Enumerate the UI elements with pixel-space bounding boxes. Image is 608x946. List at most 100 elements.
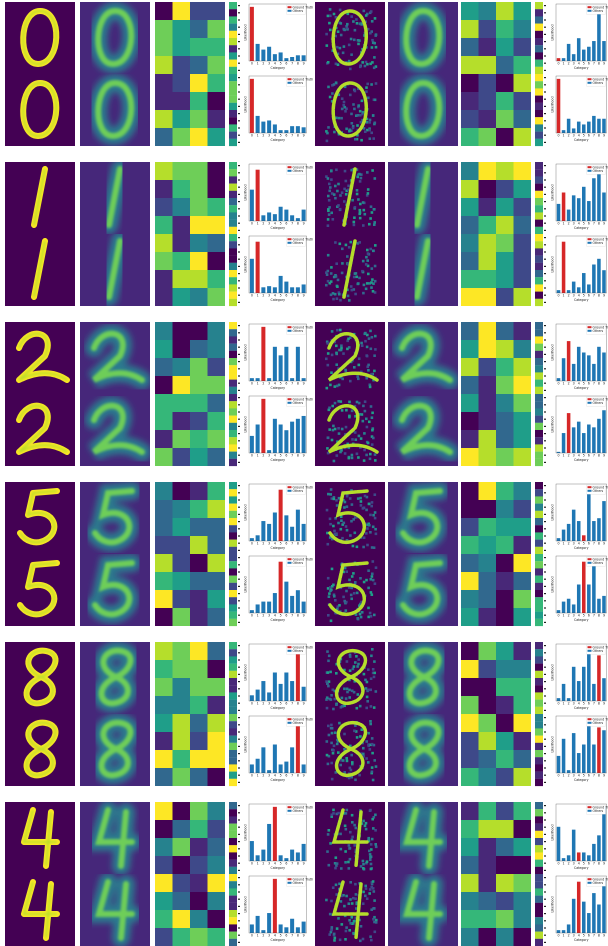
bar [261, 930, 265, 933]
strip-tick [544, 514, 546, 515]
noise-pixel [370, 205, 373, 208]
noise-pixel [328, 22, 331, 25]
x-tick-label: 7 [291, 934, 293, 938]
noise-pixel [341, 705, 344, 708]
x-tick-label: 6 [285, 134, 287, 138]
noise-pixel [351, 199, 354, 202]
grid-cell [173, 572, 191, 590]
noise-pixel [354, 661, 357, 664]
strip-cell [229, 612, 237, 619]
strip-tick [238, 543, 240, 544]
x-tick-label: 8 [598, 934, 600, 938]
grid-cell [190, 910, 208, 928]
feature-grid [155, 802, 225, 874]
x-tick-label: 9 [603, 862, 605, 866]
noise-pixel [367, 607, 370, 610]
noise-pixel [345, 193, 348, 196]
strip-cell [229, 284, 237, 291]
noise-pixel [362, 111, 365, 114]
strip-cell [229, 809, 237, 816]
noise-pixel [328, 592, 331, 595]
legend-label: Others [293, 489, 304, 493]
noise-pixel [348, 902, 351, 905]
noise-pixel [364, 679, 367, 682]
noise-pixel [331, 354, 334, 357]
x-tick-label: 5 [583, 294, 585, 298]
noise-pixel [360, 177, 363, 180]
noise-pixel [366, 696, 369, 699]
grid-cell [479, 376, 497, 394]
strip-cell [535, 874, 543, 881]
strip-tick [238, 550, 240, 551]
noise-pixel [369, 514, 372, 517]
grid-cell [208, 430, 226, 448]
bar [602, 879, 606, 933]
x-tick-label: 7 [291, 614, 293, 618]
legend-label: Others [593, 169, 604, 173]
noise-pixel [351, 916, 354, 919]
blurred-image [80, 642, 150, 714]
noise-pixel [374, 829, 377, 832]
noise-pixel [369, 248, 372, 251]
strip-cell [535, 678, 543, 685]
grid-cell [514, 642, 532, 660]
x-tick-label: 2 [262, 774, 264, 778]
bar [250, 841, 254, 861]
strip-tick [544, 302, 546, 303]
x-axis-label: Category [270, 778, 285, 782]
noise-pixel [351, 814, 354, 817]
bar [582, 50, 586, 61]
grid-cell [496, 270, 514, 288]
grid-cell [461, 412, 479, 430]
noise-pixel [346, 691, 349, 694]
strip-cell [535, 2, 543, 9]
grid-cell [479, 518, 497, 536]
bar [296, 287, 300, 293]
grid-cell [461, 482, 479, 500]
noise-pixel [349, 831, 352, 834]
strip-tick [544, 462, 546, 463]
noise-pixel [342, 596, 345, 599]
noise-pixel [365, 454, 368, 457]
strip-tick [544, 287, 546, 288]
bar [587, 487, 591, 541]
blurred-image [388, 2, 458, 74]
noise-pixel [336, 927, 339, 930]
strip-tick [238, 659, 240, 660]
noise-pixel [333, 530, 336, 533]
grid-cell [208, 448, 226, 466]
strip-tick [238, 447, 240, 448]
noise-pixel [348, 579, 351, 582]
noise-pixel [372, 114, 375, 117]
noise-pixel [328, 213, 331, 216]
strip-tick [544, 688, 546, 689]
noise-pixel [329, 590, 332, 593]
x-axis-label: Category [574, 546, 589, 550]
strip-tick [238, 848, 240, 849]
strip-tick [238, 462, 240, 463]
legend-swatch [588, 326, 592, 328]
noise-pixel [362, 260, 365, 263]
x-tick-label: 6 [285, 222, 287, 226]
noise-pixel [326, 754, 329, 757]
grid-cell [208, 110, 226, 128]
noise-pixel [336, 285, 339, 288]
x-tick-label: 4 [578, 774, 580, 778]
x-tick-label: 7 [593, 454, 595, 458]
noise-pixel [331, 439, 334, 442]
grid-cell [173, 412, 191, 430]
likelihood-chart: 0123456789CategoryLikelihoodGround Truth… [242, 482, 313, 552]
strip-tick [238, 760, 240, 761]
noise-pixel [347, 861, 350, 864]
noise-pixel [353, 844, 356, 847]
x-axis-label: Category [270, 66, 285, 70]
strip-tick [544, 834, 546, 835]
strip-cell [229, 824, 237, 831]
grid-cell [190, 358, 208, 376]
noise-pixel [366, 860, 369, 863]
bar [567, 290, 571, 293]
noise-pixel [356, 736, 359, 739]
grid-cell [190, 234, 208, 252]
bar [557, 610, 561, 613]
strip-tick [544, 731, 546, 732]
